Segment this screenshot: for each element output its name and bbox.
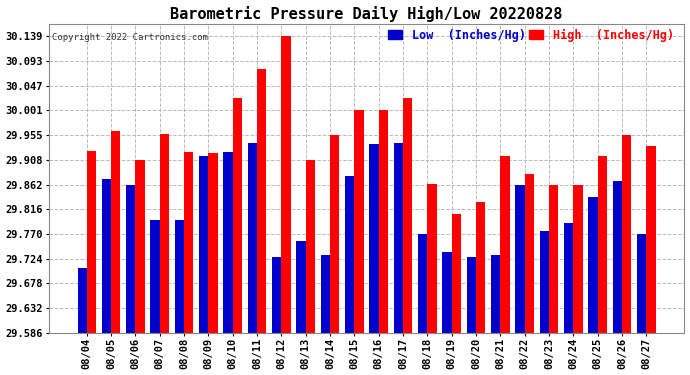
- Bar: [598, 156, 607, 333]
- Bar: [524, 174, 534, 333]
- Bar: [135, 160, 145, 333]
- Bar: [77, 268, 87, 333]
- Bar: [637, 234, 647, 333]
- Bar: [613, 180, 622, 333]
- Bar: [150, 220, 160, 333]
- Bar: [452, 214, 461, 333]
- Bar: [330, 135, 339, 333]
- Bar: [160, 135, 169, 333]
- Bar: [500, 156, 510, 333]
- Bar: [573, 185, 582, 333]
- Bar: [589, 196, 598, 333]
- Bar: [175, 220, 184, 333]
- Bar: [224, 152, 233, 333]
- Bar: [379, 110, 388, 333]
- Bar: [476, 202, 485, 333]
- Bar: [111, 131, 120, 333]
- Text: Copyright 2022 Cartronics.com: Copyright 2022 Cartronics.com: [52, 33, 208, 42]
- Bar: [540, 231, 549, 333]
- Bar: [272, 256, 282, 333]
- Bar: [549, 185, 558, 333]
- Bar: [208, 153, 217, 333]
- Legend: Low  (Inches/Hg), High  (Inches/Hg): Low (Inches/Hg), High (Inches/Hg): [383, 24, 678, 46]
- Bar: [355, 110, 364, 333]
- Bar: [491, 255, 500, 333]
- Bar: [515, 185, 524, 333]
- Bar: [622, 135, 631, 333]
- Bar: [418, 234, 427, 333]
- Bar: [248, 143, 257, 333]
- Bar: [297, 240, 306, 333]
- Bar: [257, 69, 266, 333]
- Bar: [306, 160, 315, 333]
- Bar: [199, 156, 208, 333]
- Bar: [394, 143, 403, 333]
- Bar: [282, 36, 290, 333]
- Bar: [564, 224, 573, 333]
- Title: Barometric Pressure Daily High/Low 20220828: Barometric Pressure Daily High/Low 20220…: [170, 6, 563, 21]
- Bar: [369, 144, 379, 333]
- Bar: [442, 252, 452, 333]
- Bar: [345, 176, 355, 333]
- Bar: [427, 184, 437, 333]
- Bar: [321, 255, 330, 333]
- Bar: [233, 98, 242, 333]
- Bar: [87, 150, 96, 333]
- Bar: [126, 185, 135, 333]
- Bar: [647, 146, 656, 333]
- Bar: [184, 152, 193, 333]
- Bar: [403, 98, 412, 333]
- Bar: [102, 180, 111, 333]
- Bar: [466, 256, 476, 333]
